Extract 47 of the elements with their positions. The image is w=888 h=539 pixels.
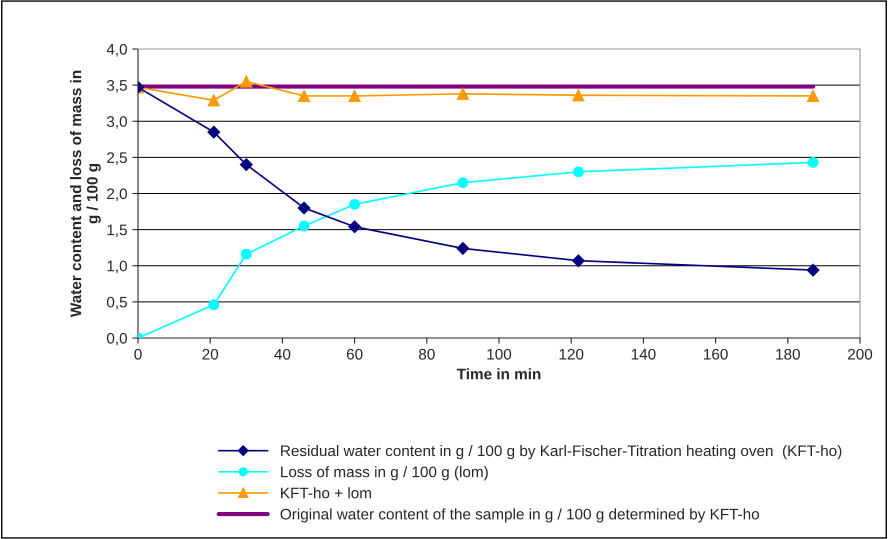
point: [348, 220, 362, 234]
legend-label: Loss of mass in g / 100 g (lom): [281, 466, 488, 480]
x-tick-label: 80: [418, 348, 435, 360]
y-axis-title: Water content and loss of mass in g / 100 g: [70, 70, 101, 318]
y-tick-label: 1,5: [108, 224, 127, 238]
x-tick-label: 200: [848, 348, 872, 360]
point: [208, 94, 220, 106]
point: [572, 89, 584, 102]
x-tick-label: 0: [134, 348, 142, 360]
point: [240, 75, 252, 88]
x-tick-label: 20: [202, 348, 218, 360]
x-tick-label: 180: [776, 348, 800, 360]
x-tick-label: 60: [346, 348, 362, 360]
point: [240, 158, 253, 172]
y-tick-label: 0,0: [106, 332, 127, 346]
point: [806, 90, 820, 102]
point: [349, 198, 360, 210]
point: [348, 90, 361, 102]
legend-label: Residual water content in g / 100 g by Karl-Fischer-Titration heating oven (KFT-ho): [281, 444, 842, 460]
y-tick-label: 3,5: [106, 80, 127, 93]
point: [458, 177, 468, 188]
point: [456, 88, 469, 100]
y-tick-label: 3,0: [106, 116, 127, 129]
x-tick-label: 140: [632, 348, 656, 360]
x-tick-label: 40: [274, 348, 290, 360]
x-tick-label: 160: [704, 348, 728, 360]
point: [808, 157, 818, 168]
y-tick-label: 0,5: [106, 296, 127, 310]
point: [298, 220, 310, 232]
point: [806, 264, 820, 276]
point: [240, 248, 252, 260]
point: [456, 242, 470, 255]
x-tick-label: 100: [487, 348, 512, 360]
point: [298, 202, 310, 214]
y-tick-label: 2,5: [107, 152, 127, 165]
point: [207, 126, 220, 138]
point: [208, 299, 220, 310]
y-tick-label: 4,0: [106, 44, 127, 56]
point: [298, 90, 310, 102]
legend-label: KFT-ho + lom: [281, 487, 371, 498]
point: [573, 166, 584, 178]
point: [572, 254, 585, 268]
y-tick-label: 1,0: [108, 260, 127, 274]
x-axis-title: Time in min: [456, 368, 540, 380]
y-tick-label: 2,0: [107, 188, 127, 201]
x-tick-label: 120: [560, 348, 584, 360]
legend-label: Original water content of the sample in g / 100 g determined by KFT-ho: [280, 508, 760, 523]
